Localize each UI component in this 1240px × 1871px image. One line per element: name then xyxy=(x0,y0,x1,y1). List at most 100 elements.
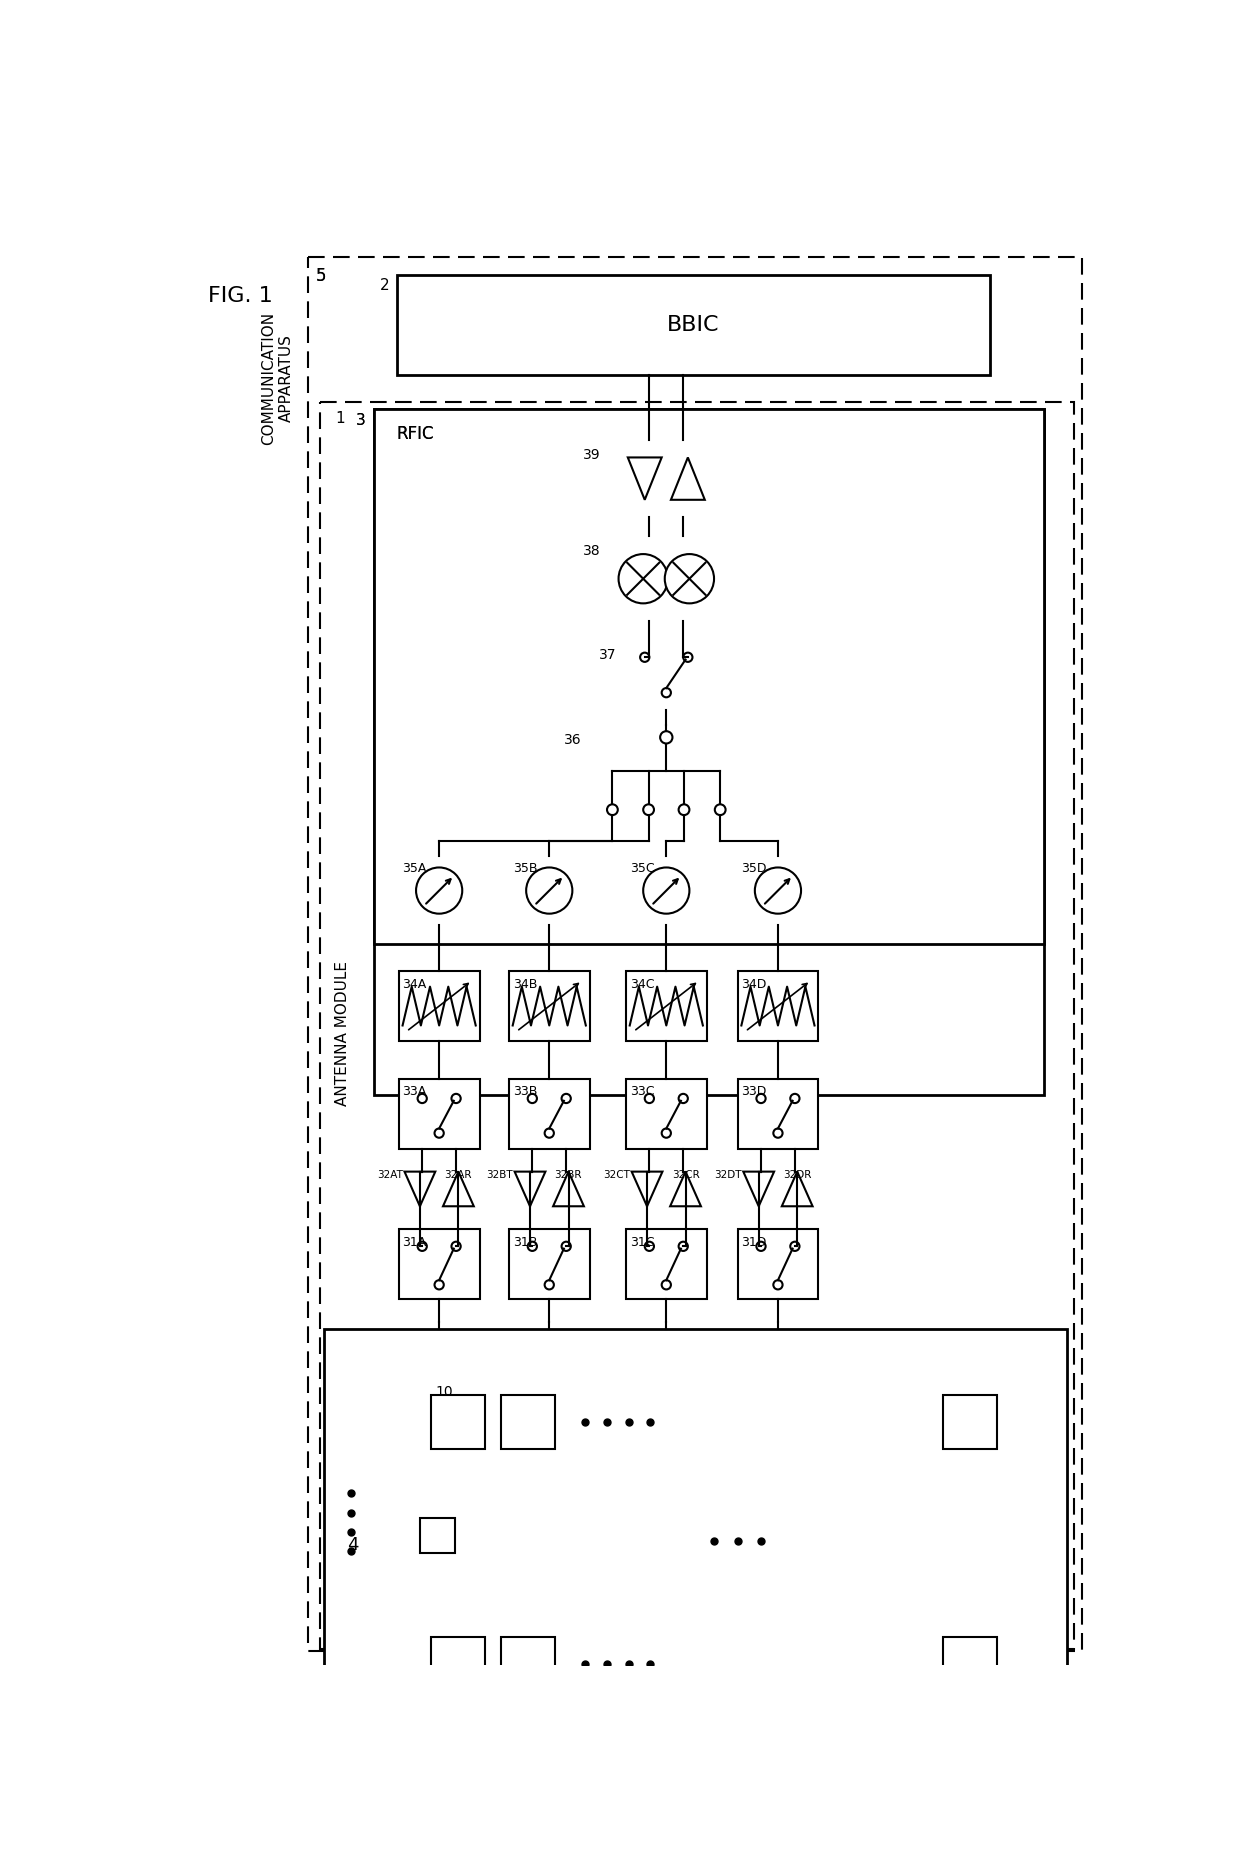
Circle shape xyxy=(451,1242,461,1252)
Bar xyxy=(309,256,1083,1650)
Bar xyxy=(944,1396,997,1448)
Bar xyxy=(620,640,713,709)
Circle shape xyxy=(640,653,650,662)
Bar xyxy=(626,1080,707,1149)
Bar xyxy=(373,410,1044,1095)
Circle shape xyxy=(645,1095,653,1104)
Bar xyxy=(399,1080,480,1149)
Text: 39: 39 xyxy=(583,447,601,462)
Text: 32DT: 32DT xyxy=(714,1169,742,1181)
Text: 32DR: 32DR xyxy=(784,1169,812,1181)
Text: 2: 2 xyxy=(379,279,389,294)
Text: 32AT: 32AT xyxy=(377,1169,403,1181)
Circle shape xyxy=(644,805,653,816)
Text: 31C: 31C xyxy=(630,1235,655,1248)
Bar xyxy=(420,1517,455,1553)
Text: 32CR: 32CR xyxy=(672,1169,699,1181)
Circle shape xyxy=(526,868,573,913)
Circle shape xyxy=(644,868,689,913)
Circle shape xyxy=(774,1280,782,1289)
Circle shape xyxy=(660,732,672,743)
Text: BBIC: BBIC xyxy=(667,314,719,335)
Text: 34A: 34A xyxy=(403,977,427,990)
Circle shape xyxy=(417,868,463,913)
Bar xyxy=(373,410,1044,945)
Circle shape xyxy=(562,1242,570,1252)
Bar xyxy=(501,1637,554,1691)
Circle shape xyxy=(528,1242,537,1252)
Text: 5: 5 xyxy=(316,268,326,284)
Bar xyxy=(399,1229,480,1298)
Text: 35C: 35C xyxy=(630,863,655,876)
Circle shape xyxy=(418,1242,427,1252)
Bar xyxy=(508,855,590,926)
Bar xyxy=(508,1229,590,1298)
Circle shape xyxy=(714,805,725,816)
Circle shape xyxy=(662,1280,671,1289)
Circle shape xyxy=(678,805,689,816)
Bar xyxy=(432,1637,485,1691)
Circle shape xyxy=(662,1128,671,1138)
Text: 35D: 35D xyxy=(742,863,766,876)
Text: RFIC: RFIC xyxy=(397,425,434,443)
Text: 31A: 31A xyxy=(403,1235,427,1248)
Text: RFIC: RFIC xyxy=(397,425,434,443)
Text: 10: 10 xyxy=(435,1385,453,1400)
Bar xyxy=(738,1080,818,1149)
Text: 33D: 33D xyxy=(742,1085,766,1098)
Text: 32CT: 32CT xyxy=(603,1169,630,1181)
Text: 3: 3 xyxy=(356,413,366,428)
Circle shape xyxy=(790,1095,800,1104)
Circle shape xyxy=(528,1095,537,1104)
Bar xyxy=(397,275,990,374)
Circle shape xyxy=(678,1095,688,1104)
Text: 35A: 35A xyxy=(403,863,427,876)
Text: COMMUNICATION
APPARATUS: COMMUNICATION APPARATUS xyxy=(262,312,294,445)
Circle shape xyxy=(418,1095,427,1104)
Text: 1: 1 xyxy=(335,412,345,427)
Circle shape xyxy=(544,1280,554,1289)
Text: 31D: 31D xyxy=(742,1235,766,1248)
Bar xyxy=(626,1229,707,1298)
Bar xyxy=(738,1229,818,1298)
Text: ANTENNA MODULE: ANTENNA MODULE xyxy=(335,960,351,1106)
Text: 33C: 33C xyxy=(630,1085,655,1098)
Text: 4: 4 xyxy=(347,1536,358,1555)
Bar xyxy=(508,1080,590,1149)
Circle shape xyxy=(544,1128,554,1138)
Circle shape xyxy=(619,554,668,602)
Text: 32BR: 32BR xyxy=(554,1169,582,1181)
Circle shape xyxy=(665,554,714,602)
Circle shape xyxy=(562,1095,570,1104)
Bar xyxy=(501,1396,554,1448)
Text: 32BT: 32BT xyxy=(486,1169,513,1181)
Circle shape xyxy=(608,805,618,816)
Circle shape xyxy=(774,1128,782,1138)
Bar xyxy=(432,1396,485,1448)
Circle shape xyxy=(434,1280,444,1289)
Circle shape xyxy=(790,1242,800,1252)
Circle shape xyxy=(756,1095,765,1104)
Circle shape xyxy=(645,1242,653,1252)
Bar xyxy=(626,855,707,926)
Text: 3: 3 xyxy=(356,413,366,428)
Bar xyxy=(626,971,707,1040)
Circle shape xyxy=(662,689,671,698)
Text: 36: 36 xyxy=(564,733,582,747)
Text: 32AR: 32AR xyxy=(444,1169,472,1181)
Bar xyxy=(605,440,728,516)
Text: 37: 37 xyxy=(599,647,616,662)
Text: 34C: 34C xyxy=(630,977,655,990)
Circle shape xyxy=(755,868,801,913)
Bar xyxy=(585,726,748,818)
Circle shape xyxy=(756,1242,765,1252)
Bar xyxy=(605,537,728,621)
Circle shape xyxy=(683,653,692,662)
Circle shape xyxy=(434,1128,444,1138)
Text: 5: 5 xyxy=(316,268,326,284)
Text: 34D: 34D xyxy=(742,977,766,990)
Text: 34B: 34B xyxy=(512,977,537,990)
Bar xyxy=(944,1637,997,1691)
Text: 33A: 33A xyxy=(403,1085,427,1098)
Text: 35B: 35B xyxy=(512,863,537,876)
